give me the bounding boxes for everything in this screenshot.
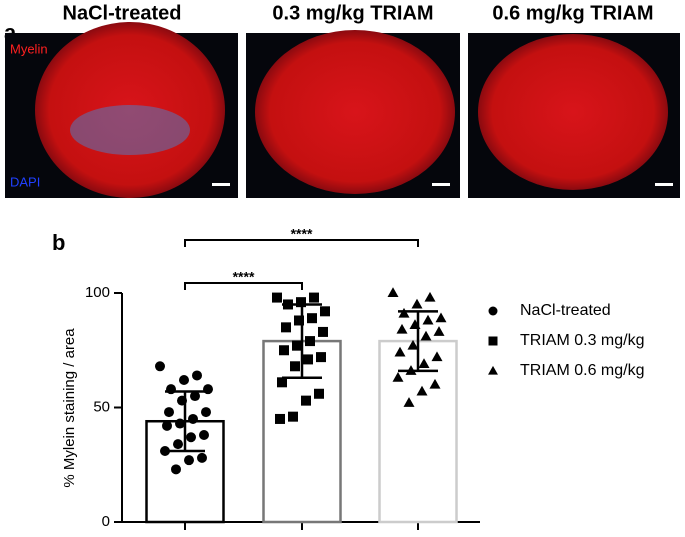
- y-axis-label: % Mylein staining / area: [61, 328, 78, 488]
- data-point: [179, 375, 189, 386]
- data-point: [301, 395, 311, 406]
- data-point: [320, 306, 330, 317]
- data-point: [429, 378, 441, 389]
- error-bar: [165, 390, 205, 453]
- panel-title: 0.6 mg/kg TRIAM: [492, 2, 653, 24]
- data-point: [307, 313, 317, 324]
- significance-bracket: [184, 282, 303, 290]
- data-point: [275, 413, 285, 424]
- error-bar: [282, 303, 322, 379]
- panel-label: b: [52, 230, 65, 255]
- data-point: [164, 407, 174, 418]
- significance-label: ****: [233, 269, 255, 285]
- y-tick-label: 0: [102, 513, 110, 530]
- data-point: [420, 330, 432, 341]
- data-point: [175, 418, 185, 429]
- data-point: [296, 297, 306, 308]
- data-point: [155, 361, 165, 372]
- data-point: [190, 391, 200, 402]
- data-point: [192, 370, 202, 381]
- data-point: [199, 429, 209, 440]
- legend-marker: [488, 306, 498, 316]
- data-point: [392, 371, 404, 382]
- data-point: [387, 287, 399, 297]
- data-point: [305, 336, 315, 347]
- data-point: [184, 455, 194, 466]
- panel-title: 0.3 mg/kg TRIAM: [272, 2, 433, 24]
- stain-label: DAPI: [10, 174, 40, 189]
- data-point: [403, 397, 415, 407]
- data-point: [186, 432, 196, 443]
- data-point: [407, 339, 419, 350]
- data-point: [424, 291, 436, 302]
- data-point: [292, 340, 302, 351]
- legend-label: TRIAM 0.3 mg/kg: [520, 332, 644, 349]
- error-bar: [398, 310, 438, 373]
- data-point: [288, 411, 298, 422]
- data-point: [197, 452, 207, 463]
- significance-label: ****: [291, 226, 313, 242]
- y-tick-label: 100: [85, 284, 110, 301]
- data-point: [318, 326, 328, 337]
- data-point: [431, 351, 443, 362]
- data-point: [203, 384, 213, 395]
- data-point: [316, 352, 326, 363]
- data-point: [162, 420, 172, 431]
- data-point: [294, 315, 304, 326]
- stain-label: Myelin: [10, 41, 48, 56]
- legend-marker: [488, 336, 498, 346]
- data-point: [201, 407, 211, 418]
- data-point: [279, 345, 289, 356]
- data-point: [314, 388, 324, 399]
- data-point: [303, 354, 313, 365]
- data-point: [394, 346, 406, 357]
- data-point: [411, 298, 423, 309]
- micrograph: [5, 22, 238, 198]
- data-point: [416, 385, 428, 396]
- data-point: [435, 312, 447, 323]
- data-point: [281, 322, 291, 333]
- data-point: [396, 323, 408, 334]
- data-point: [171, 464, 181, 475]
- legend-label: TRIAM 0.6 mg/kg: [520, 362, 644, 379]
- data-point: [290, 361, 300, 372]
- data-point: [309, 292, 319, 303]
- data-point: [272, 292, 282, 303]
- data-point: [422, 314, 434, 325]
- legend-label: NaCl-treated: [520, 302, 611, 319]
- data-point: [277, 377, 287, 388]
- data-point: [418, 358, 430, 368]
- micrograph: [246, 30, 460, 198]
- panel-title: NaCl-treated: [63, 2, 182, 24]
- data-point: [433, 326, 445, 336]
- data-point: [173, 439, 183, 450]
- significance-bracket: [184, 239, 419, 247]
- data-point: [398, 307, 410, 318]
- micrograph: [468, 33, 680, 198]
- legend-marker: [488, 365, 498, 375]
- y-tick-label: 50: [93, 398, 110, 415]
- data-point: [188, 413, 198, 424]
